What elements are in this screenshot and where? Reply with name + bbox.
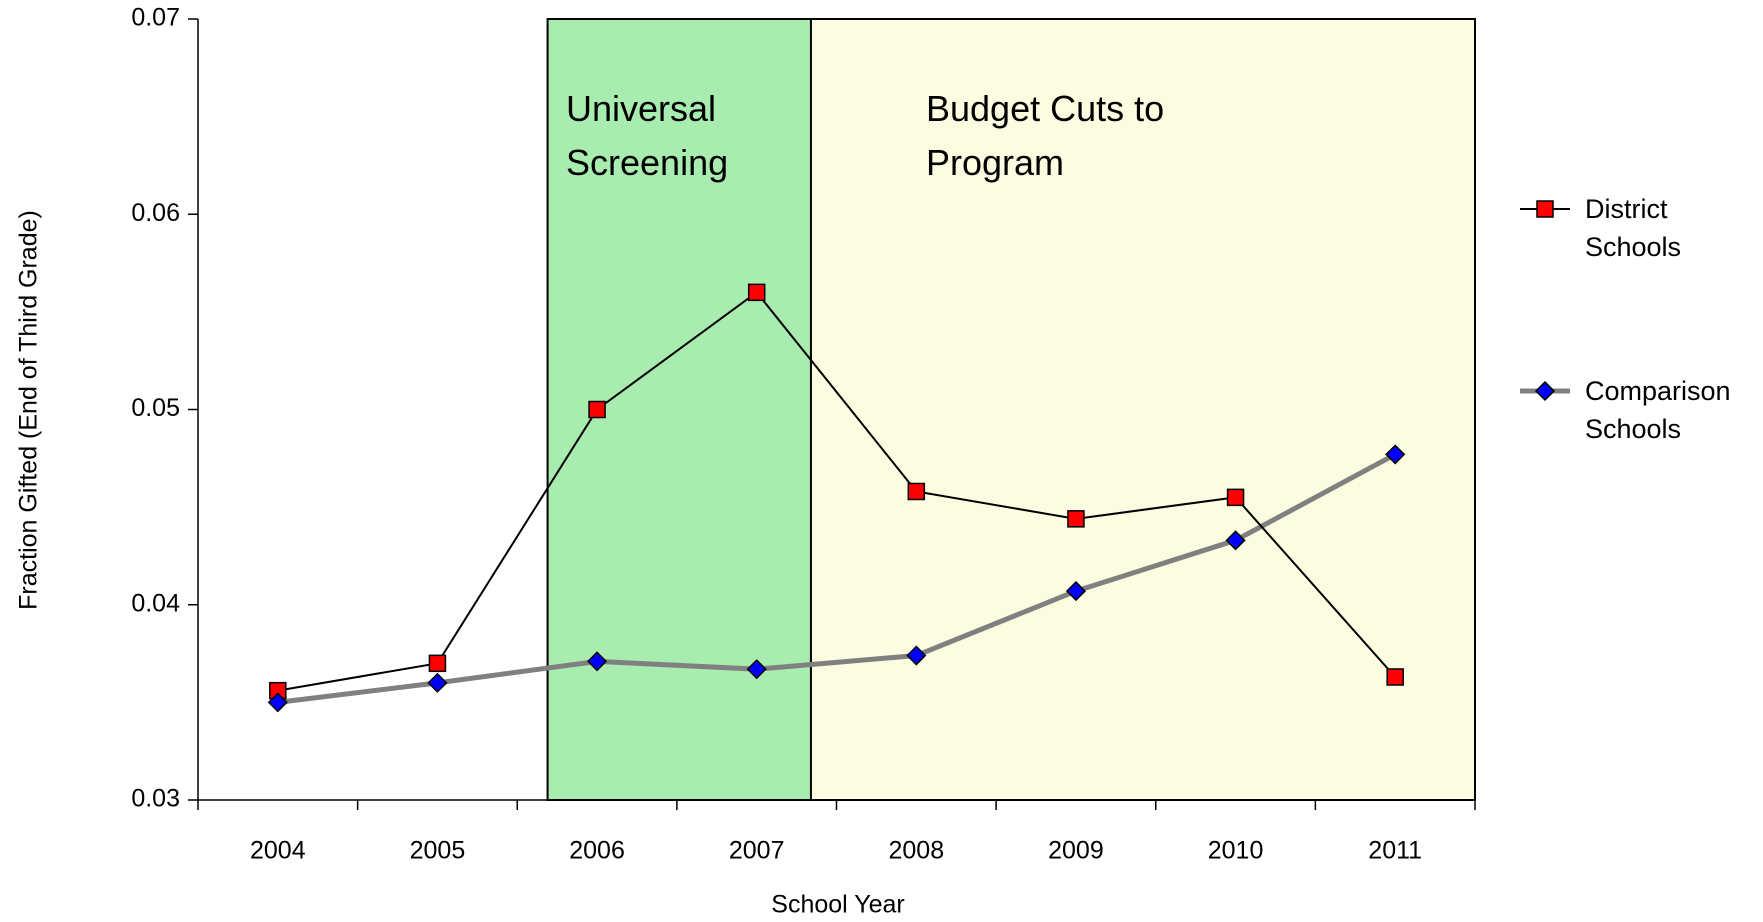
legend-label: District Schools [1585,194,1682,262]
marker [1385,444,1406,465]
y-tick-label: 0.07 [131,4,180,32]
marker [746,659,767,680]
marker [587,651,608,672]
marker [1067,510,1085,528]
marker [267,692,288,713]
marker [1226,488,1245,507]
y-axis-title: Fraction Gifted (End of Third Grade) [15,210,43,610]
x-tick-label: 2004 [250,837,306,865]
marker [1536,200,1554,218]
marker [588,400,606,419]
x-tick-label: 2006 [569,837,625,865]
annotation: Universal Screening [566,88,729,183]
legend-label: Comparison Schools [1585,376,1731,444]
marker [907,482,926,501]
marker [427,672,448,693]
y-tick-label: 0.03 [131,785,180,813]
marker [906,645,927,666]
marker [1534,380,1556,402]
y-tick-label: 0.05 [131,394,180,422]
marker [1225,530,1246,551]
x-tick-label: 2011 [1368,837,1422,865]
x-tick-label: 2007 [729,837,785,865]
x-tick-label: 2010 [1208,837,1264,865]
y-tick-label: 0.04 [131,589,180,617]
marker [428,654,447,673]
series-line [277,452,1397,705]
x-tick-label: 2009 [1048,837,1104,865]
annotation: Budget Cuts to Program [926,88,1165,183]
marker [1386,668,1404,686]
x-axis-title: School Year [771,891,904,919]
y-tick-label: 0.06 [131,199,180,227]
marker [1065,581,1087,602]
budget-region [809,18,1476,801]
marker [747,283,766,302]
x-tick-label: 2005 [410,837,466,865]
x-tick-label: 2008 [889,837,945,865]
series-line [277,290,1396,692]
